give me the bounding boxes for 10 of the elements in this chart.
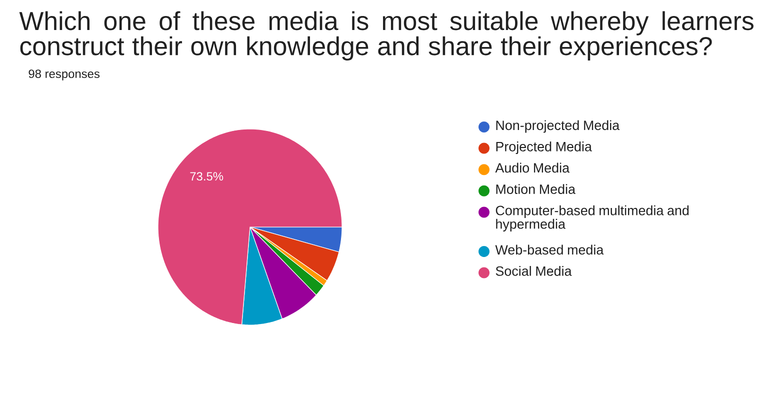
chart-subtitle: 98 responses	[28, 70, 100, 80]
legend-label: Motion Media	[496, 184, 576, 194]
legend-label: Non-projected Media	[496, 120, 620, 133]
legend-label: Web-based media	[495, 244, 604, 255]
legend-label: Computer-based multimedia and hypermedia	[496, 205, 689, 232]
data-label: 73.5%	[190, 172, 224, 181]
chart-title: Which one of these media is most suitable whereby learners construct their own knowledge and share their experiences?	[19, 11, 754, 60]
legend-label: Social Media	[496, 266, 572, 276]
legend-label: Projected Media	[496, 141, 592, 154]
legend-label: Audio Media	[495, 162, 570, 173]
